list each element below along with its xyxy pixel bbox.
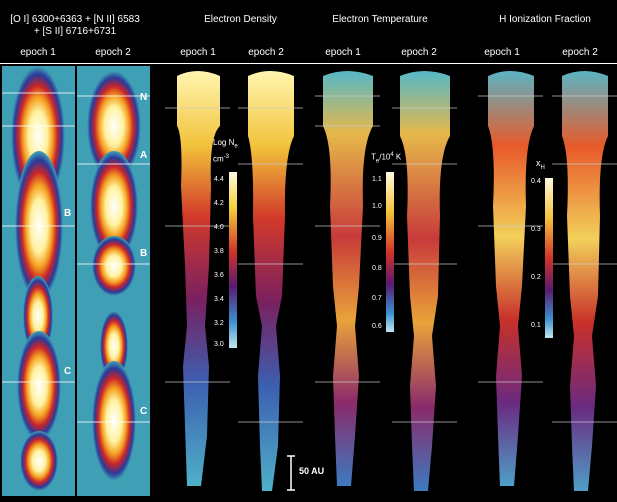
temperature-tick: 0.7 (372, 295, 382, 302)
temperature-tick: 0.9 (372, 235, 382, 242)
ionization-colorbar-label: xH (536, 158, 545, 171)
density-tick: 4.0 (214, 224, 224, 231)
emission-header: [O I] 6300+6363 + [N II] 6583 + [S II] 6… (0, 14, 150, 38)
temperature-tick: 1.0 (372, 203, 382, 210)
emission-header-line1: [O I] 6300+6363 + [N II] 6583 (10, 14, 140, 25)
ionization-tick: 0.2 (531, 274, 541, 281)
density-tick: 4.4 (214, 176, 224, 183)
emission-header-line2: + [S II] 6716+6731 (33, 26, 117, 37)
ionization-header: H Ionization Fraction (499, 14, 591, 25)
epoch-label-1: epoch 1 (20, 47, 56, 58)
density-map-epoch2 (238, 71, 303, 491)
ionization-tick: 0.3 (531, 226, 541, 233)
header-divider (0, 63, 617, 64)
knot-label-c-ep1: C (64, 366, 72, 377)
ionization-tick: 0.4 (531, 178, 541, 185)
density-map-epoch1 (165, 71, 230, 486)
epoch-label-8: epoch 2 (562, 47, 598, 58)
temperature-colorbar (386, 172, 394, 332)
knot-label-b-ep1: B (64, 208, 72, 219)
epoch-label-5: epoch 1 (325, 47, 361, 58)
emission-panel-epoch2 (77, 66, 150, 496)
temperature-map-epoch2 (392, 71, 457, 491)
density-tick: 4.2 (214, 200, 224, 207)
knot-label-c-ep2: C (140, 406, 148, 417)
temperature-header: Electron Temperature (332, 14, 428, 25)
density-tick: 3.0 (214, 341, 224, 348)
temperature-tick: 1.1 (372, 176, 382, 183)
temperature-tick: 0.6 (372, 323, 382, 330)
epoch-label-2: epoch 2 (95, 47, 131, 58)
ionization-map-epoch2 (552, 71, 617, 491)
emission-panel-epoch1 (2, 66, 75, 496)
epoch-label-6: epoch 2 (401, 47, 437, 58)
temperature-map-epoch1 (315, 71, 380, 486)
epoch-label-4: epoch 2 (248, 47, 284, 58)
density-tick: 3.6 (214, 272, 224, 279)
scale-bar-label: 50 AU (299, 466, 325, 476)
epoch-label-3: epoch 1 (180, 47, 216, 58)
temperature-colorbar-label: Te/104 K (371, 152, 402, 165)
density-colorbar (229, 172, 237, 348)
density-tick: 3.4 (214, 296, 224, 303)
knot-label-a-ep2: A (140, 150, 148, 161)
density-colorbar-label: Log Ne cm-3 (213, 138, 238, 164)
ionization-map-epoch1 (478, 71, 543, 486)
density-tick: 3.8 (214, 248, 224, 255)
knot-label-n-ep2: N (140, 92, 148, 103)
temperature-tick: 0.8 (372, 265, 382, 272)
density-tick: 3.2 (214, 320, 224, 327)
scale-bar (287, 455, 295, 491)
knot-label-b-ep2: B (140, 248, 148, 259)
density-header: Electron Density (204, 14, 277, 25)
ionization-tick: 0.1 (531, 322, 541, 329)
epoch-label-7: epoch 1 (484, 47, 520, 58)
ionization-colorbar (545, 178, 553, 338)
